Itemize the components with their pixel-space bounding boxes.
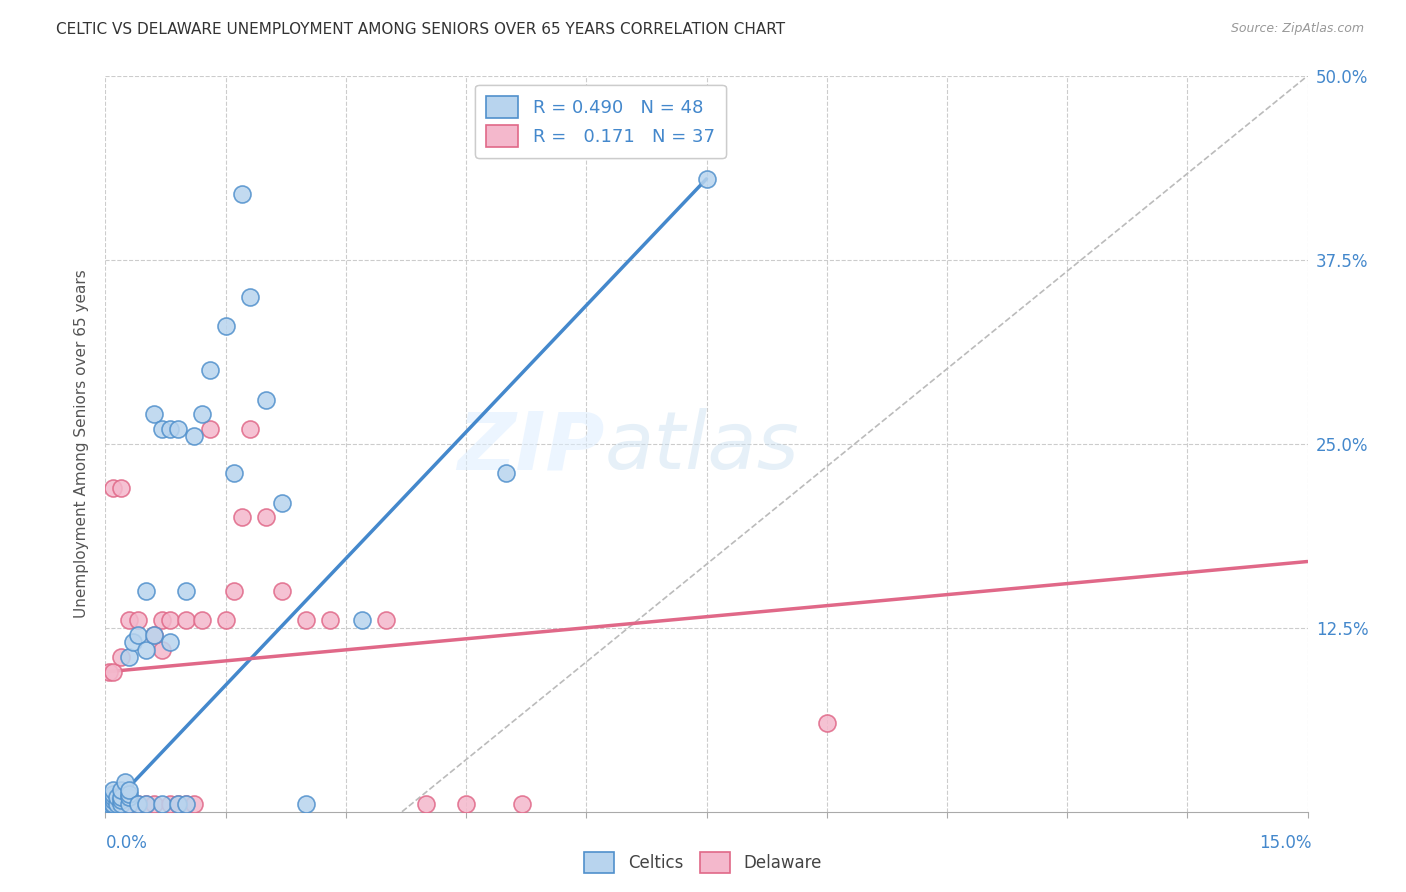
Point xyxy=(222,584,245,599)
Point xyxy=(190,614,212,628)
Point xyxy=(190,407,212,421)
Y-axis label: Unemployment Among Seniors over 65 years: Unemployment Among Seniors over 65 years xyxy=(75,269,90,618)
Point xyxy=(231,510,253,524)
Point xyxy=(107,790,129,805)
Point xyxy=(174,797,197,812)
Point xyxy=(150,614,173,628)
Point xyxy=(231,186,253,201)
Point xyxy=(110,650,132,665)
Point xyxy=(214,318,236,333)
Point xyxy=(270,584,292,599)
Point xyxy=(254,392,277,407)
Point xyxy=(150,642,173,657)
Point xyxy=(110,481,132,495)
Point xyxy=(98,665,121,679)
Point xyxy=(135,797,157,812)
Point xyxy=(696,171,718,186)
Point xyxy=(166,797,188,812)
Point xyxy=(510,797,533,812)
Point xyxy=(254,510,277,524)
Point xyxy=(118,787,141,801)
Point xyxy=(114,775,136,789)
Point xyxy=(118,782,141,797)
Point xyxy=(118,614,141,628)
Legend: Celtics, Delaware: Celtics, Delaware xyxy=(578,846,828,880)
Point xyxy=(110,797,132,812)
Point xyxy=(98,797,121,812)
Point xyxy=(135,797,157,812)
Point xyxy=(103,797,125,812)
Point xyxy=(127,614,149,628)
Point xyxy=(103,782,125,797)
Point xyxy=(815,716,838,731)
Point xyxy=(118,790,141,805)
Point xyxy=(142,797,165,812)
Point xyxy=(103,481,125,495)
Point xyxy=(495,466,517,480)
Point xyxy=(142,628,165,642)
Point xyxy=(374,614,398,628)
Point xyxy=(150,422,173,436)
Legend: R = 0.490   N = 48, R =   0.171   N = 37: R = 0.490 N = 48, R = 0.171 N = 37 xyxy=(475,85,725,158)
Point xyxy=(222,466,245,480)
Point xyxy=(159,797,181,812)
Text: Source: ZipAtlas.com: Source: ZipAtlas.com xyxy=(1230,22,1364,36)
Text: 0.0%: 0.0% xyxy=(105,834,148,852)
Text: 15.0%: 15.0% xyxy=(1260,834,1312,852)
Point xyxy=(110,782,132,797)
Point xyxy=(159,422,181,436)
Point xyxy=(295,614,318,628)
Point xyxy=(110,793,132,807)
Point xyxy=(183,429,205,443)
Point xyxy=(103,665,125,679)
Point xyxy=(142,407,165,421)
Point xyxy=(183,797,205,812)
Point xyxy=(270,496,292,510)
Point xyxy=(103,793,125,807)
Point xyxy=(166,797,188,812)
Text: atlas: atlas xyxy=(605,409,799,486)
Point xyxy=(127,628,149,642)
Point xyxy=(319,614,342,628)
Point xyxy=(150,797,173,812)
Point xyxy=(174,614,197,628)
Point xyxy=(122,635,145,649)
Point xyxy=(198,422,221,436)
Point xyxy=(110,790,132,805)
Point xyxy=(103,787,125,801)
Point xyxy=(118,650,141,665)
Point xyxy=(101,797,124,812)
Point xyxy=(159,635,181,649)
Point xyxy=(239,422,262,436)
Point xyxy=(159,614,181,628)
Point xyxy=(118,797,141,812)
Point xyxy=(239,289,262,303)
Point xyxy=(107,797,129,812)
Point xyxy=(174,584,197,599)
Point xyxy=(214,614,236,628)
Point xyxy=(127,797,149,812)
Text: CELTIC VS DELAWARE UNEMPLOYMENT AMONG SENIORS OVER 65 YEARS CORRELATION CHART: CELTIC VS DELAWARE UNEMPLOYMENT AMONG SE… xyxy=(56,22,786,37)
Point xyxy=(198,363,221,377)
Point xyxy=(350,614,373,628)
Point xyxy=(174,797,197,812)
Point xyxy=(166,422,188,436)
Point xyxy=(118,797,141,812)
Point xyxy=(110,797,132,812)
Point xyxy=(103,797,125,812)
Point xyxy=(295,797,318,812)
Point xyxy=(454,797,477,812)
Point xyxy=(135,584,157,599)
Point xyxy=(103,790,125,805)
Point xyxy=(142,628,165,642)
Text: ZIP: ZIP xyxy=(457,409,605,486)
Point xyxy=(127,797,149,812)
Point xyxy=(415,797,437,812)
Point xyxy=(135,642,157,657)
